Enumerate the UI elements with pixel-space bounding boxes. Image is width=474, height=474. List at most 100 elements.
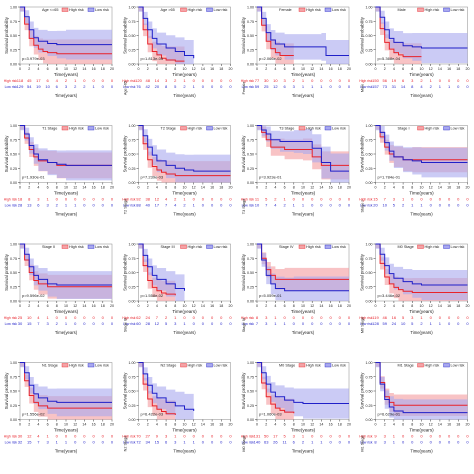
x-tick-label: 18 <box>456 423 460 427</box>
x-axis-title: Time(years) <box>54 309 79 314</box>
legend-high-label: High risk <box>69 8 84 12</box>
risk-count-low: 0 <box>329 203 332 208</box>
risk-row-low-label: Low risk <box>242 85 255 89</box>
risk-count-low: 3 <box>265 321 268 326</box>
risk-count-high: 0 <box>220 315 223 320</box>
risk-count-high: 0 <box>329 197 332 202</box>
km-panel-1: 0.000.250.500.751.000 2 4 6 8 10 12 14 16 18 20Tim… <box>4 6 114 99</box>
legend-high-swatch <box>61 363 69 368</box>
x-tick-label: 8 <box>411 67 413 71</box>
x-tick-label: 0 <box>256 186 258 190</box>
risk-count-high: 4 <box>37 315 40 320</box>
risk-count-low: 0 <box>311 321 314 326</box>
p-value-label: p=2.066e-02 <box>259 56 282 61</box>
risk-count-low: 0 <box>457 321 460 326</box>
risk-count-low: 6 <box>56 84 59 89</box>
risk-count-high: 0 <box>56 434 59 439</box>
risk-count-high: 27 <box>145 434 150 439</box>
y-tick-label: 0.50 <box>10 271 17 275</box>
high-risk-curve <box>20 362 112 409</box>
risk-row-high-label: High risk <box>241 435 254 439</box>
x-tick-label: 0 <box>138 304 140 308</box>
risk-count-high: 3 <box>293 434 296 439</box>
x-tick-label: 12 <box>73 304 77 308</box>
risk-count-low: 20 <box>373 203 378 208</box>
risk-count-low: 88 <box>136 203 141 208</box>
x-tick-label: 8 <box>56 67 58 71</box>
risk-count-low: 0 <box>402 440 405 445</box>
legend-title: T3 Stage <box>279 127 294 131</box>
risk-count-high: 0 <box>466 78 469 83</box>
risk-count-low: 28 <box>18 203 23 208</box>
x-tick-label: 10 <box>64 304 68 308</box>
x-tick-label: 6 <box>402 186 404 190</box>
legend-high-swatch <box>298 244 306 249</box>
y-tick-label: 0.50 <box>10 390 17 394</box>
risk-table-label: Stage III <box>124 318 128 332</box>
legend-title: Male <box>398 8 406 12</box>
risk-count-low: 1 <box>65 321 68 326</box>
risk-count-high: 0 <box>320 315 323 320</box>
risk-count-low: 2 <box>283 203 286 208</box>
y-axis-title: Survival probability <box>360 253 365 291</box>
risk-count-low: 0 <box>111 321 114 326</box>
x-axis-title: Time(years) <box>54 428 79 433</box>
x-tick-label: 18 <box>101 186 105 190</box>
risk-count-high: 2 <box>174 197 177 202</box>
y-tick-label: 0.75 <box>129 138 136 142</box>
x-tick-label: 20 <box>347 304 351 308</box>
y-tick-label: 0.50 <box>129 390 136 394</box>
risk-count-high: 1 <box>402 197 405 202</box>
y-tick-label: 1.00 <box>129 6 136 10</box>
low-risk-ci-band <box>20 125 112 182</box>
risk-count-low: 0 <box>211 203 214 208</box>
risk-count-high: 1 <box>174 315 177 320</box>
risk-row-low-label: Low risk <box>242 204 255 208</box>
y-tick-label: 1.00 <box>247 243 254 247</box>
risk-count-low: 0 <box>329 440 332 445</box>
risk-count-high: 0 <box>83 315 86 320</box>
legend-high-swatch <box>417 244 424 249</box>
risk-count-high: 14 <box>155 78 160 83</box>
risk-row-high-label: High risk <box>4 435 17 439</box>
risk-table-x-title: Time(years) <box>173 93 196 98</box>
legend-low-label: Low risk <box>214 127 228 131</box>
x-tick-label: 2 <box>265 186 267 190</box>
x-tick-label: 14 <box>438 186 442 190</box>
y-tick-label: 0.50 <box>129 34 136 38</box>
high-risk-curve <box>257 125 349 166</box>
risk-count-high: 10 <box>273 78 278 83</box>
y-axis-title: Survival probability <box>123 372 128 410</box>
risk-count-high: 3 <box>393 197 396 202</box>
risk-count-low: 2 <box>56 203 59 208</box>
risk-count-low: 10 <box>45 84 50 89</box>
y-tick-label: 1.00 <box>366 361 373 365</box>
x-tick-label: 18 <box>101 304 105 308</box>
risk-table-label: Age >65 <box>124 81 128 95</box>
risk-count-low: 0 <box>339 203 342 208</box>
risk-count-low: 0 <box>420 440 423 445</box>
risk-count-high: 0 <box>457 78 460 83</box>
x-tick-label: 4 <box>37 304 39 308</box>
risk-count-low: 1 <box>283 321 286 326</box>
risk-count-low: 0 <box>411 440 414 445</box>
x-tick-label: 14 <box>438 304 442 308</box>
legend-low-swatch <box>206 363 213 368</box>
x-tick-label: 20 <box>466 67 470 71</box>
y-tick-label: 0.50 <box>366 390 373 394</box>
legend-title: N2 Stage <box>161 364 177 368</box>
risk-count-high: 8 <box>28 197 31 202</box>
legend-high-label: High risk <box>425 8 440 12</box>
x-tick-label: 14 <box>82 67 86 71</box>
y-tick-label: 1.00 <box>247 6 254 10</box>
risk-count-low: 54 <box>27 84 32 89</box>
low-risk-curve <box>375 125 468 164</box>
y-axis-title: Survival probability <box>123 253 128 291</box>
risk-count-low: 73 <box>382 84 387 89</box>
risk-count-low: 0 <box>348 84 351 89</box>
legend-low-label: Low risk <box>214 245 228 249</box>
risk-count-high: 0 <box>439 315 442 320</box>
x-tick-label: 14 <box>438 67 442 71</box>
risk-count-high: 10 <box>27 315 32 320</box>
risk-count-low: 42 <box>145 84 150 89</box>
